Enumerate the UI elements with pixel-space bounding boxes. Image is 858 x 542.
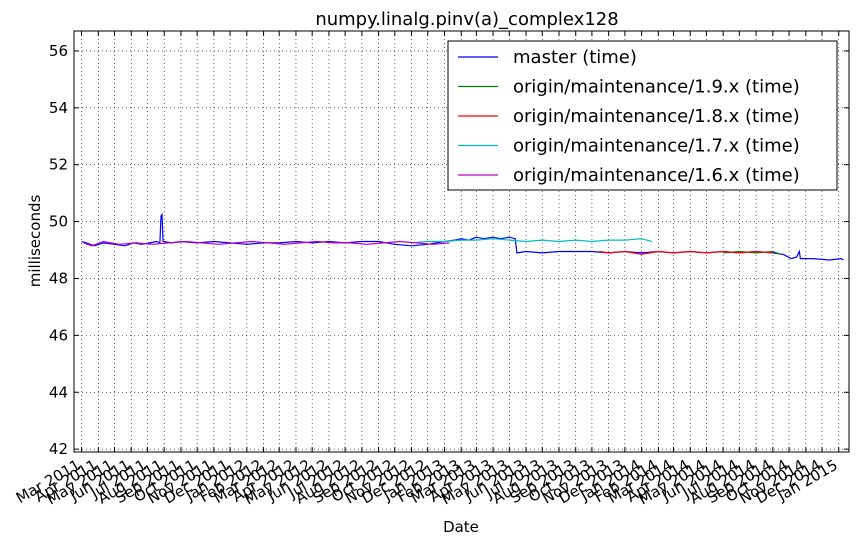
legend-box	[447, 40, 838, 191]
y-tick-label: 44	[49, 383, 68, 401]
series-line-2	[599, 250, 773, 255]
x-axis-label: Date	[443, 518, 479, 536]
series-line-3	[411, 238, 653, 244]
y-axis-ticks: 42 44 46 48 50 52 54 56	[49, 42, 849, 458]
y-tick-label: 52	[49, 156, 68, 174]
y-tick-label: 50	[49, 213, 68, 231]
y-tick-label: 54	[49, 99, 68, 117]
y-tick-label: 42	[49, 440, 68, 458]
y-tick-label: 46	[49, 326, 68, 344]
y-axis-label: milliseconds	[26, 195, 44, 288]
legend-label-1: origin/maintenance/1.9.x (time)	[513, 77, 800, 98]
legend-label-2: origin/maintenance/1.8.x (time)	[513, 106, 800, 127]
y-tick-label: 48	[49, 269, 68, 287]
legend-label-0: master (time)	[513, 47, 637, 68]
legend-label-4: origin/maintenance/1.6.x (time)	[513, 165, 800, 186]
series-line-4	[83, 240, 450, 247]
y-tick-label: 56	[49, 42, 68, 60]
chart-title: numpy.linalg.pinv(a)_complex128	[315, 9, 618, 30]
legend: master (time) origin/maintenance/1.9.x (t…	[447, 40, 838, 191]
legend-label-3: origin/maintenance/1.7.x (time)	[513, 136, 800, 157]
series-lines	[81, 212, 844, 261]
